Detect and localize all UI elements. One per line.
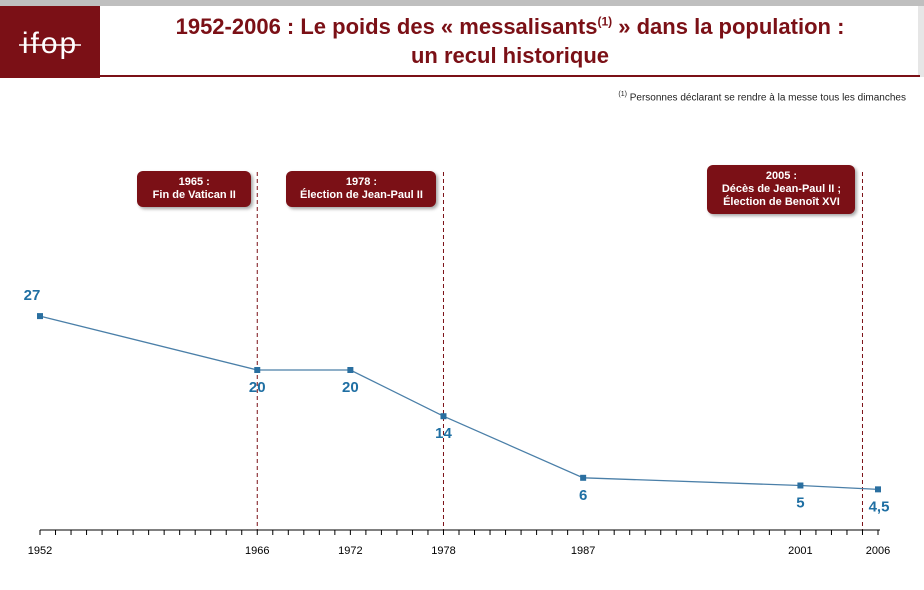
event-box-text: Fin de Vatican II: [152, 189, 236, 201]
event-box: 1978 : Élection de Jean-Paul II: [286, 171, 437, 207]
data-label: 20: [249, 379, 266, 396]
footnote: (1) Personnes déclarant se rendre à la m…: [618, 91, 906, 104]
x-tick-label: 2001: [788, 545, 812, 557]
event-box: 1965 : Fin de Vatican II: [137, 171, 252, 207]
event-lines: [256, 172, 863, 530]
data-label: 20: [342, 379, 359, 396]
data-point: [347, 367, 354, 373]
event-box: 2005 : Décès de Jean-Paul II ; Élection de…: [707, 165, 856, 214]
event-box-text: 2005 :: [765, 170, 798, 182]
event-box-text: 1965 :: [178, 176, 210, 188]
event-box-text: Élection de Jean-Paul II: [300, 189, 423, 201]
series-line-group: [39, 315, 879, 490]
data-point: [580, 474, 587, 481]
series-line: [39, 315, 879, 490]
event-box-text: Décès de Jean-Paul II ;: [721, 183, 842, 195]
data-label: 14: [435, 425, 452, 442]
x-tick-label: 1978: [431, 545, 455, 557]
data-point: [440, 413, 447, 420]
data-label: 6: [579, 487, 587, 504]
ifop-logo-mark: ifop: [19, 27, 81, 60]
x-tick-label: 2006: [866, 545, 890, 557]
data-point: [797, 482, 804, 489]
ifop-logo: ifop: [0, 6, 100, 78]
top-frame-bar: [0, 0, 924, 6]
x-tick-label: 1972: [338, 545, 362, 557]
header-edge: [918, 6, 924, 77]
svg-text:ifop: ifop: [22, 27, 78, 60]
event-box-text: Élection de Benoît XVI: [723, 196, 840, 208]
data-point: [37, 313, 43, 320]
data-labels: 27 20 20 14 6 5 4,5: [24, 287, 890, 515]
header-rule: [100, 75, 920, 77]
data-label: 27: [24, 287, 41, 304]
x-tick-label: 1987: [571, 545, 595, 557]
data-label: 4,5: [869, 498, 890, 515]
data-point: [875, 486, 881, 493]
x-tick-label: 1952: [28, 545, 52, 557]
x-axis: 1952 1966 1972 1978 1987 2001 2006: [28, 529, 890, 557]
x-tick-label: 1966: [245, 545, 269, 557]
event-box-text: 1978 :: [345, 176, 378, 188]
data-label: 5: [796, 495, 804, 512]
data-point: [254, 367, 261, 373]
title-line-1: 1952-2006 : Le poids des « messalisants(…: [175, 14, 845, 39]
chart-title: 1952-2006 : Le poids des « messalisants(…: [105, 12, 915, 70]
data-points: [37, 313, 881, 493]
title-line-2: un recul historique: [410, 43, 610, 68]
